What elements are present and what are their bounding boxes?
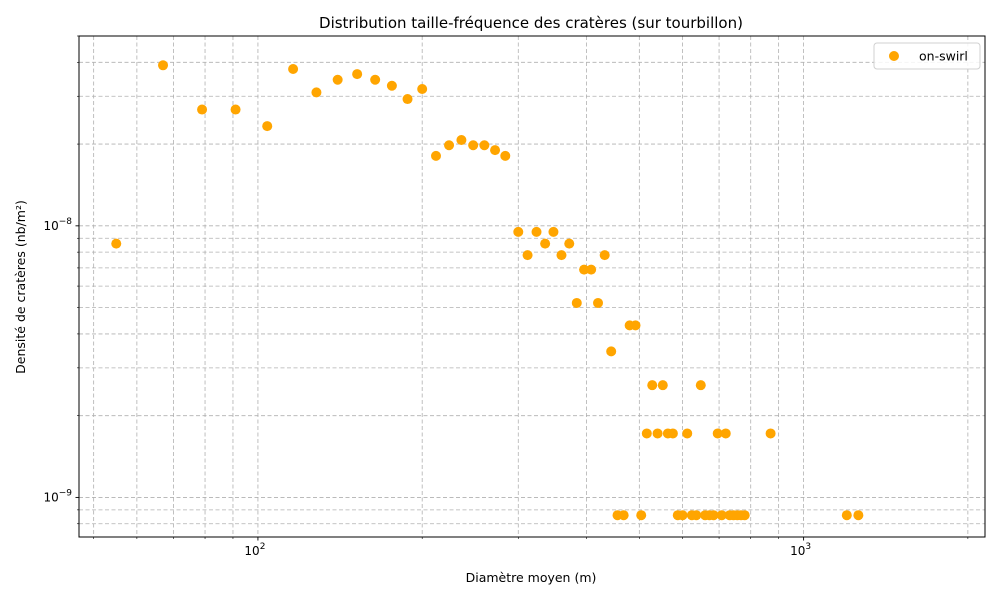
data-point: [531, 226, 542, 237]
data-point: [657, 380, 668, 391]
data-point: [386, 80, 397, 91]
legend-marker: [889, 51, 899, 61]
data-point: [522, 250, 533, 261]
legend-label: on-swirl: [919, 49, 968, 64]
data-point: [586, 264, 597, 275]
data-point: [230, 104, 241, 115]
grid-layer: [79, 35, 985, 537]
data-point: [708, 510, 719, 521]
data-point: [288, 63, 299, 74]
y-axis-label: Densité de cratères (nb/m²): [13, 200, 28, 374]
data-point: [720, 428, 731, 439]
data-point: [647, 380, 658, 391]
data-point: [691, 510, 702, 521]
tick-labels-layer: 102 103 10−9 10−8: [43, 217, 811, 558]
data-point: [444, 140, 455, 151]
x-axis-label: Diamètre moyen (m): [466, 570, 597, 585]
data-point: [311, 87, 322, 98]
data-point: [540, 238, 551, 249]
data-point: [158, 60, 169, 71]
x-tick-label: 103: [790, 542, 811, 558]
data-point: [352, 69, 363, 80]
data-point: [606, 346, 617, 357]
chart-title: Distribution taille-fréquence des cratèr…: [319, 14, 743, 32]
plot-area: [79, 36, 985, 537]
legend-box: [873, 42, 981, 70]
data-point: [765, 428, 776, 439]
data-point: [599, 250, 610, 261]
data-point: [853, 510, 864, 521]
data-point: [739, 510, 750, 521]
data-point: [332, 74, 343, 85]
data-point: [500, 150, 511, 161]
legend: on-swirl: [873, 42, 981, 70]
x-tick-label: 102: [244, 542, 265, 558]
data-point: [695, 380, 706, 391]
data-point: [548, 226, 559, 237]
data-point: [677, 510, 688, 521]
y-tick-label: 10−9: [43, 488, 72, 504]
data-point: [468, 140, 479, 151]
data-point: [456, 135, 467, 146]
data-point: [479, 140, 490, 151]
data-point: [667, 428, 678, 439]
data-point: [490, 145, 501, 156]
data-point: [593, 297, 604, 308]
data-point: [111, 238, 122, 249]
y-tick-label: 10−8: [43, 217, 72, 233]
points-layer: [111, 60, 864, 521]
data-point: [513, 226, 524, 237]
data-point: [652, 428, 663, 439]
data-point: [618, 510, 629, 521]
data-point: [402, 94, 413, 105]
data-point: [641, 428, 652, 439]
data-point: [556, 250, 567, 261]
data-point: [564, 238, 575, 249]
data-point: [579, 264, 590, 275]
axes-frame: [78, 35, 986, 538]
data-point: [430, 150, 441, 161]
data-point: [571, 297, 582, 308]
data-point: [841, 510, 852, 521]
data-point: [262, 121, 273, 132]
data-point: [417, 84, 428, 95]
data-point: [197, 104, 208, 115]
data-point: [682, 428, 693, 439]
data-point: [636, 510, 647, 521]
data-point: [716, 510, 727, 521]
data-point: [712, 428, 723, 439]
ticks-layer: [75, 35, 969, 541]
data-point: [630, 320, 641, 331]
data-point: [370, 74, 381, 85]
